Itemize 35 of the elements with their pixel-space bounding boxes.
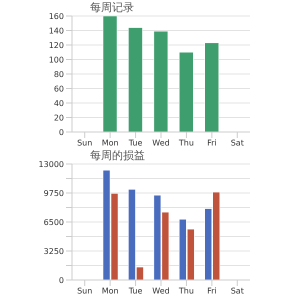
x-tick-label: Sat (230, 138, 244, 148)
bar (128, 27, 143, 132)
y-tick-label: 13000 (38, 160, 64, 169)
bar (154, 30, 168, 132)
y-tick-label: 20 (54, 113, 64, 122)
y-tick-label: 3250 (44, 246, 64, 256)
x-tick-label: Mon (102, 286, 119, 296)
x-tick-label: Mon (102, 138, 119, 148)
x-tick-label: Tue (128, 286, 142, 296)
x-tick-label: Wed (152, 286, 170, 296)
x-tick-label: Sat (230, 286, 244, 296)
y-tick-label: 160 (48, 12, 64, 21)
x-tick-label: Fri (207, 138, 217, 148)
x-tick-label: Thu (178, 138, 194, 148)
x-tick-label: Thu (178, 286, 194, 296)
y-tick-label: 9750 (44, 188, 64, 198)
x-tick-label: Fri (207, 286, 217, 296)
bar (179, 52, 194, 132)
chart-title: 每周记录 (90, 0, 134, 15)
y-tick-label: 0 (58, 276, 64, 285)
y-tick-label: 0 (58, 128, 64, 137)
y-tick-label: 120 (48, 40, 64, 50)
y-tick-label: 140 (48, 26, 64, 36)
bar (102, 16, 118, 132)
x-tick-label: Sun (77, 286, 92, 296)
bar (204, 42, 219, 132)
x-tick-label: Sun (77, 138, 92, 148)
y-tick-label: 60 (54, 84, 64, 94)
y-tick-label: 80 (54, 70, 64, 79)
y-tick-label: 40 (54, 98, 64, 108)
x-tick-label: Tue (128, 138, 142, 148)
chart-title: 每周的损益 (90, 148, 145, 163)
x-tick-label: Wed (152, 138, 170, 148)
y-tick-label: 100 (48, 55, 64, 64)
y-tick-label: 6500 (44, 218, 64, 227)
